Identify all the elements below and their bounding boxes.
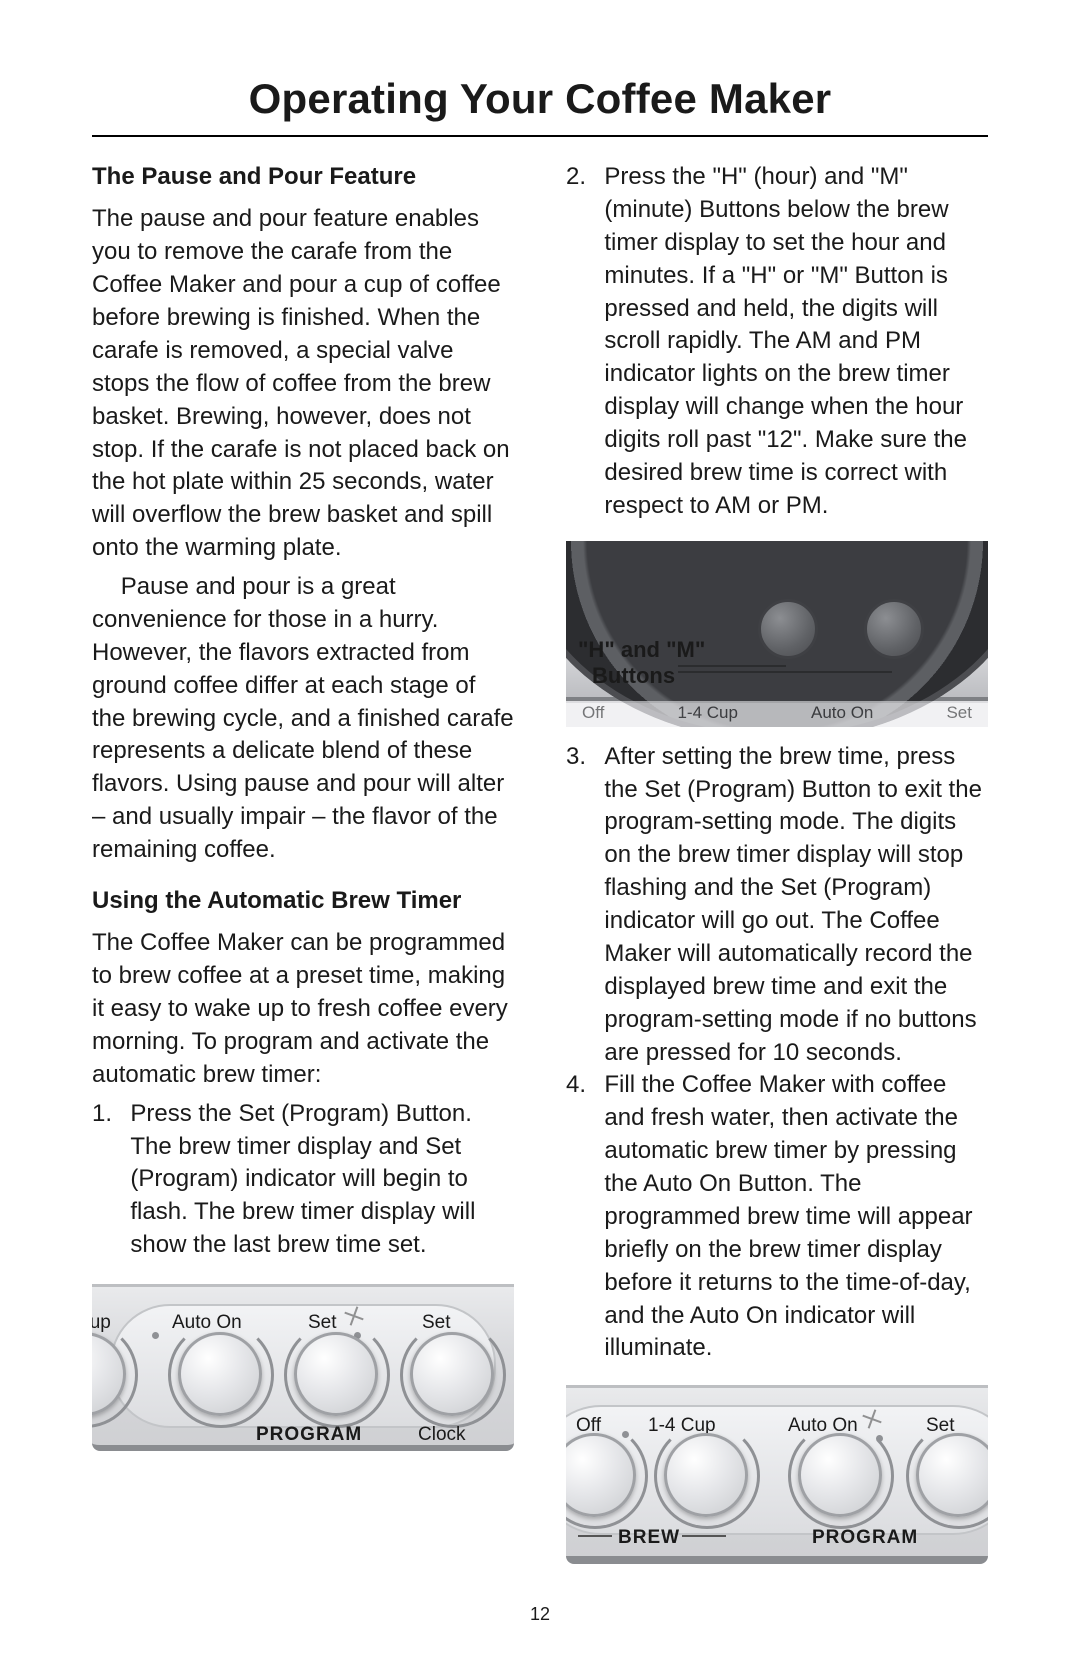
cropped-button-row: Off 1-4 Cup Auto On Set: [566, 701, 988, 727]
label-off: Off: [582, 703, 604, 727]
page-title: Operating Your Coffee Maker: [92, 75, 988, 135]
title-rule: [92, 135, 988, 137]
callout-line1: "H" and "M": [578, 637, 705, 663]
step-number: 2.: [566, 161, 604, 523]
label-14cup: 1-4 Cup: [677, 703, 737, 727]
dial-button: [798, 1433, 882, 1517]
callout-line2: Buttons: [578, 663, 705, 689]
manual-page: Operating Your Coffee Maker The Pause an…: [0, 0, 1080, 1573]
step-number: 3.: [566, 741, 604, 1070]
figure-program-buttons: Cup Auto On Set Set PROGRAM Clock: [92, 1284, 514, 1462]
label-brew: BREW: [618, 1527, 680, 1549]
step-item: 4. Fill the Coffee Maker with coffee and…: [566, 1069, 988, 1365]
step-item: 2. Press the "H" (hour) and "M" (minute)…: [566, 161, 988, 523]
h-button: [758, 599, 818, 659]
callout-line: [678, 671, 892, 673]
label-program: PROGRAM: [812, 1527, 918, 1549]
m-button: [864, 599, 924, 659]
callout-h-m-buttons: "H" and "M" Buttons: [578, 637, 705, 690]
label-auto-on: Auto On: [172, 1312, 242, 1334]
paragraph: Pause and pour is a great convenience fo…: [92, 571, 514, 867]
step-number: 4.: [566, 1069, 604, 1365]
dial-button: [664, 1433, 748, 1517]
step-list: 2. Press the "H" (hour) and "M" (minute)…: [566, 161, 988, 523]
right-column: 2. Press the "H" (hour) and "M" (minute)…: [566, 161, 988, 1573]
paragraph: The pause and pour feature enables you t…: [92, 203, 514, 565]
dial-button: [294, 1332, 378, 1416]
label-set: Set: [946, 703, 972, 727]
label-auto-on: Auto On: [811, 703, 873, 727]
step-text: Fill the Coffee Maker with coffee and fr…: [604, 1069, 988, 1365]
step-list: 1. Press the Set (Program) Button. The b…: [92, 1098, 514, 1262]
step-item: 1. Press the Set (Program) Button. The b…: [92, 1098, 514, 1262]
heading-pause-pour: The Pause and Pour Feature: [92, 161, 514, 193]
step-text: Press the Set (Program) Button. The brew…: [130, 1098, 514, 1262]
dial-button: [178, 1332, 262, 1416]
label-set: Set: [308, 1312, 337, 1334]
label-set-clock: Set: [422, 1312, 451, 1334]
left-column: The Pause and Pour Feature The pause and…: [92, 161, 514, 1573]
step-list: 3. After setting the brew time, press th…: [566, 741, 988, 1366]
heading-auto-brew-timer: Using the Automatic Brew Timer: [92, 885, 514, 917]
step-text: After setting the brew time, press the S…: [604, 741, 988, 1070]
group-line: [682, 1535, 726, 1537]
figure-brew-program-buttons: Off 1-4 Cup Auto On Set BREW PROGRA: [566, 1385, 988, 1573]
led-dot: [152, 1332, 159, 1339]
label-program: PROGRAM: [256, 1424, 362, 1446]
two-column-layout: The Pause and Pour Feature The pause and…: [92, 161, 988, 1573]
step-item: 3. After setting the brew time, press th…: [566, 741, 988, 1070]
label-clock: Clock: [418, 1424, 466, 1446]
figure-h-m-buttons: "H" and "M" Buttons Off 1-4 Cup Auto On …: [566, 541, 988, 727]
step-text: Press the "H" (hour) and "M" (minute) Bu…: [604, 161, 988, 523]
paragraph: The Coffee Maker can be programmed to br…: [92, 927, 514, 1091]
step-number: 1.: [92, 1098, 130, 1262]
page-number: 12: [0, 1604, 1080, 1625]
dial-button: [410, 1332, 494, 1416]
label-cup: Cup: [92, 1312, 111, 1334]
group-line: [578, 1535, 612, 1537]
